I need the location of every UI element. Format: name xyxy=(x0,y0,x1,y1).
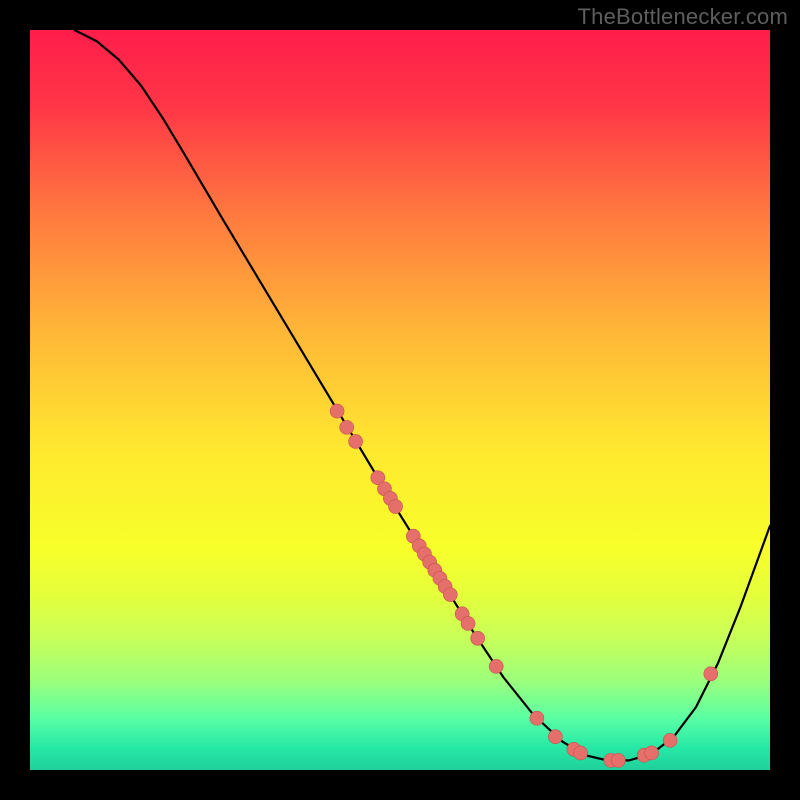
data-marker xyxy=(548,730,562,744)
watermark-text: TheBottlenecker.com xyxy=(578,4,788,30)
data-marker xyxy=(389,500,403,514)
data-marker xyxy=(530,711,544,725)
data-marker xyxy=(340,420,354,434)
data-marker xyxy=(471,631,485,645)
chart-container: TheBottlenecker.com xyxy=(0,0,800,800)
data-marker xyxy=(611,753,625,767)
data-marker xyxy=(704,667,718,681)
data-marker xyxy=(645,746,659,760)
data-marker xyxy=(663,733,677,747)
data-marker xyxy=(461,616,475,630)
plot-area xyxy=(30,30,770,770)
gradient-background xyxy=(30,30,770,770)
plot-svg xyxy=(30,30,770,770)
data-marker xyxy=(489,659,503,673)
data-marker xyxy=(574,746,588,760)
data-marker xyxy=(330,404,344,418)
data-marker xyxy=(349,434,363,448)
data-marker xyxy=(443,588,457,602)
